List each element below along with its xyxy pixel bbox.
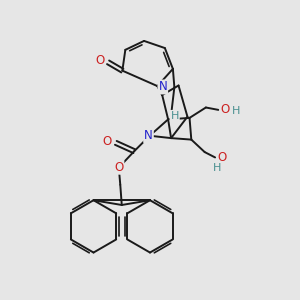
Text: O: O	[103, 135, 112, 148]
Text: O: O	[114, 161, 123, 174]
Text: N: N	[158, 80, 167, 94]
Text: O: O	[95, 54, 104, 67]
Text: O: O	[217, 151, 226, 164]
Text: H: H	[170, 111, 179, 121]
Text: N: N	[144, 129, 153, 142]
Text: H: H	[213, 163, 222, 173]
Text: O: O	[220, 103, 230, 116]
Text: H: H	[232, 106, 240, 116]
